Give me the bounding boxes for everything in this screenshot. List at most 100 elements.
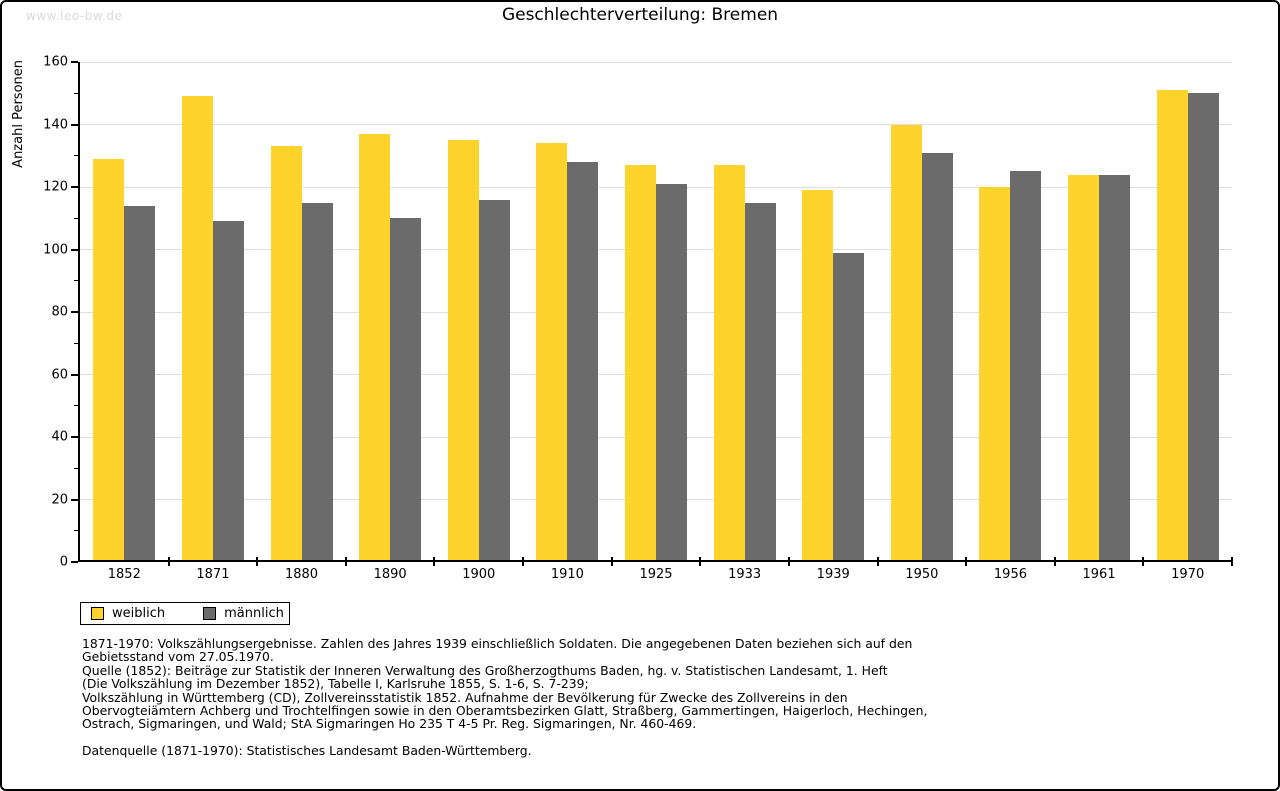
y-minor-tick [74, 92, 78, 94]
y-minor-tick [74, 342, 78, 344]
x-tick [522, 557, 525, 566]
x-tick-label: 1925 [639, 567, 673, 582]
bar-männlich-1925 [656, 183, 687, 562]
bar-männlich-1852 [124, 205, 156, 562]
y-minor-tick [74, 405, 78, 407]
watermark-text: www.leo-bw.de [26, 9, 123, 23]
bar-männlich-1961 [1099, 174, 1131, 562]
footnotes-block: 1871-1970: Volkszählungsergebnisse. Zahl… [82, 637, 1202, 731]
bar-weiblich-1961 [1068, 174, 1100, 562]
legend-label-maennlich: männlich [224, 606, 284, 621]
y-major-tick [71, 123, 78, 126]
x-tick-label: 1950 [905, 567, 939, 582]
chart-title: Geschlechterverteilung: Bremen [501, 5, 779, 25]
gridline [80, 61, 1232, 63]
bar-weiblich-1871 [181, 96, 213, 562]
x-tick-label: 1871 [196, 567, 230, 582]
x-tick [167, 557, 170, 566]
bar-männlich-1880 [301, 202, 333, 562]
y-major-tick [71, 61, 78, 63]
bar-weiblich-1880 [270, 146, 302, 562]
x-tick [433, 557, 436, 566]
x-tick [610, 557, 613, 566]
datasource-line: Datenquelle (1871-1970): Statistisches L… [82, 743, 532, 758]
bar-männlich-1871 [212, 221, 244, 562]
x-tick [1053, 557, 1056, 566]
y-minor-tick [74, 530, 78, 532]
bar-männlich-1970 [1187, 93, 1219, 562]
x-tick-label: 1970 [1171, 567, 1205, 582]
x-tick [1231, 557, 1233, 566]
x-tick-label: 1961 [1082, 567, 1116, 582]
bar-weiblich-1970 [1156, 90, 1188, 562]
footnote-line: Quelle (1852): Beiträge zur Statistik de… [82, 662, 888, 678]
x-tick [256, 557, 259, 566]
x-axis-line [78, 560, 1232, 562]
legend-label-weiblich: weiblich [112, 606, 166, 621]
y-tick-label: 60 [51, 367, 68, 382]
x-tick-label: 1880 [284, 567, 319, 582]
y-tick-label: 120 [43, 179, 68, 195]
y-tick-label: 40 [51, 429, 68, 445]
bar-männlich-1890 [390, 218, 422, 562]
y-major-tick [71, 311, 78, 313]
y-major-tick [71, 186, 78, 188]
bar-weiblich-1925 [625, 165, 656, 562]
x-tick [699, 557, 702, 566]
bar-männlich-1933 [744, 202, 776, 562]
y-major-tick [71, 436, 78, 438]
footnote-line: 1871-1970: Volkszählungsergebnisse. Zahl… [82, 636, 913, 651]
x-tick-label: 1900 [462, 567, 496, 582]
footnote-line: Gebietsstand vom 27.05.1970. [82, 649, 274, 665]
footnote-line: Ostrach, Sigmaringen, und Wald; StA Sigm… [82, 716, 697, 732]
bar-weiblich-1939 [802, 190, 834, 562]
bar-weiblich-1956 [979, 187, 1011, 562]
y-minor-tick [74, 155, 78, 157]
y-axis-title: Anzahl Personen [11, 60, 26, 168]
x-tick [344, 557, 347, 566]
x-tick-label: 1890 [373, 567, 407, 582]
legend-swatch-maennlich [203, 607, 217, 620]
legend-box: weiblich männlich [80, 602, 290, 625]
y-tick-label: 20 [51, 492, 68, 507]
x-tick [787, 557, 790, 566]
bar-männlich-1900 [478, 199, 510, 562]
x-tick [965, 557, 968, 566]
x-tick-label: 1910 [550, 567, 584, 582]
gridline [80, 124, 1232, 125]
bar-männlich-1956 [1010, 171, 1042, 562]
bar-männlich-1939 [833, 252, 865, 562]
bar-weiblich-1852 [93, 158, 125, 562]
bar-weiblich-1933 [713, 165, 745, 562]
x-tick-label: 1956 [993, 567, 1027, 582]
bar-weiblich-1900 [447, 140, 479, 562]
legend-swatch-weiblich [91, 607, 104, 620]
y-minor-tick [74, 280, 78, 282]
y-minor-tick [74, 467, 78, 469]
bar-weiblich-1910 [536, 143, 568, 562]
x-tick [876, 557, 879, 566]
x-tick-label: 1939 [816, 567, 850, 582]
bar-männlich-1950 [921, 152, 953, 562]
y-tick-label: 80 [51, 304, 68, 320]
x-tick [1142, 557, 1145, 566]
bar-weiblich-1950 [890, 124, 922, 562]
y-tick-label: 100 [43, 242, 68, 257]
y-major-tick [71, 561, 78, 563]
y-minor-tick [74, 217, 78, 219]
y-tick-label: 160 [43, 54, 68, 70]
y-tick-label: 0 [59, 554, 68, 570]
y-major-tick [71, 248, 78, 251]
x-tick-label: 1852 [107, 567, 141, 582]
y-tick-label: 140 [43, 117, 68, 132]
y-axis-line [78, 62, 80, 562]
footnote-line: Obervogteiämtern Achberg und Trochtelfin… [82, 703, 928, 719]
footnote-line: Volkszählung in Württemberg (CD), Zollve… [82, 689, 848, 705]
x-tick-label: 1933 [728, 567, 762, 582]
bar-weiblich-1890 [359, 133, 391, 562]
y-major-tick [71, 498, 78, 501]
footnote-line: (Die Volkszählung im Dezember 1852), Tab… [82, 676, 589, 692]
bar-männlich-1910 [567, 162, 599, 562]
y-major-tick [71, 373, 78, 376]
